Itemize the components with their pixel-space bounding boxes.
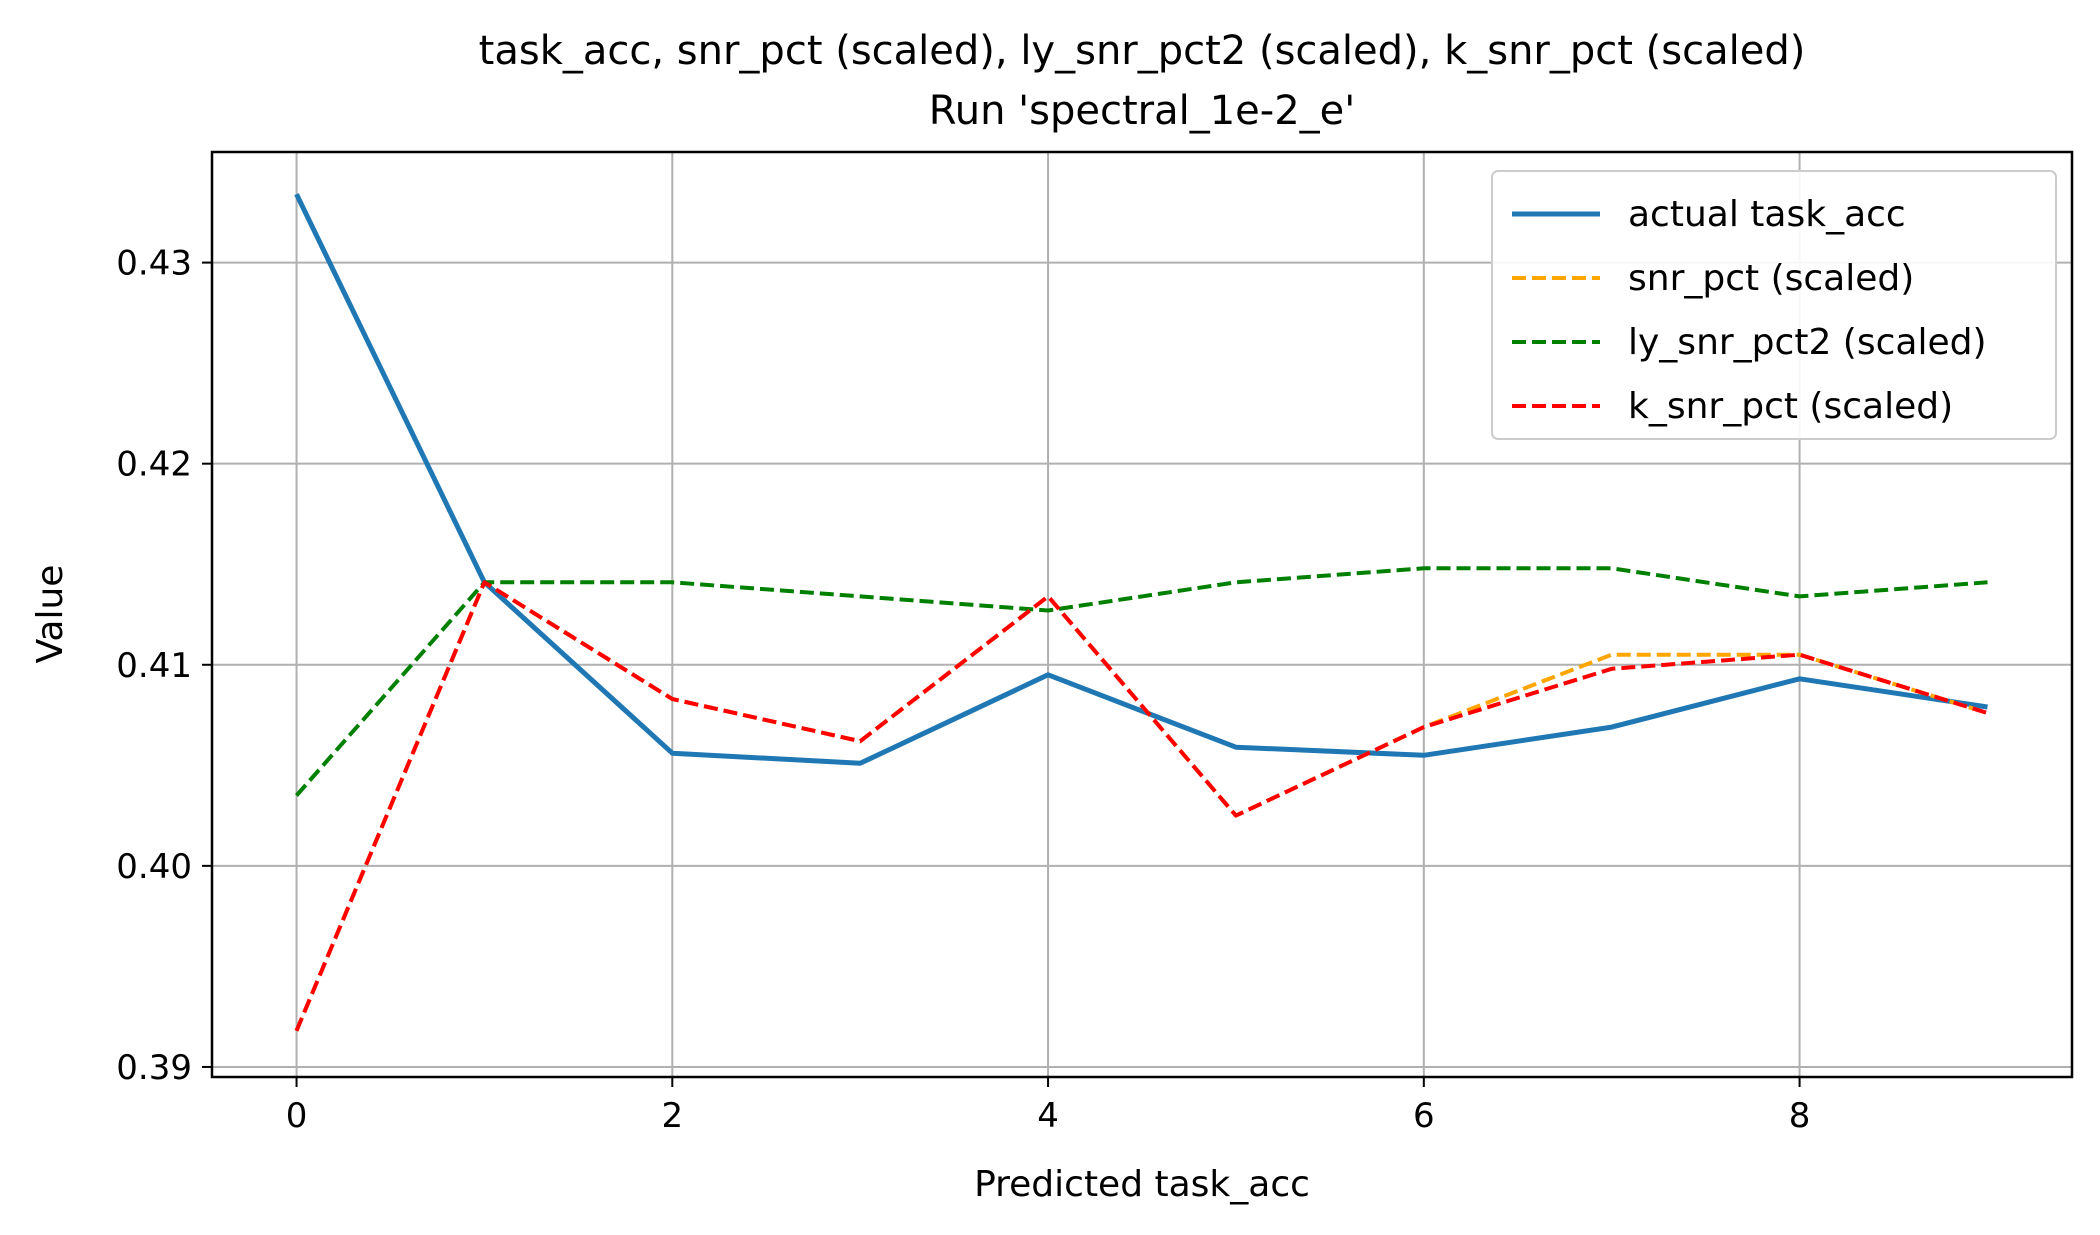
y-tick-label: 0.39 [116, 1048, 192, 1088]
chart-title: task_acc, snr_pct (scaled), ly_snr_pct2 … [479, 28, 1806, 74]
legend-label-3: k_snr_pct (scaled) [1628, 386, 1953, 427]
x-tick-label: 2 [661, 1096, 683, 1136]
y-tick-label: 0.42 [116, 445, 192, 485]
legend-label-2: ly_snr_pct2 (scaled) [1628, 322, 1987, 363]
x-tick-label: 8 [1789, 1096, 1811, 1136]
series-line-2 [294, 566, 1988, 797]
y-tick-label: 0.41 [116, 646, 192, 686]
legend: actual task_acc snr_pct (scaled) ly_snr_pc… [1491, 170, 2057, 440]
series-line-3 [294, 580, 1989, 1032]
x-tick-label: 4 [1037, 1096, 1059, 1136]
data-series [294, 193, 1989, 1032]
chart-subtitle: Run 'spectral_1e-2_e' [929, 88, 1356, 134]
y-axis-label: Value [30, 565, 71, 664]
legend-label-1: snr_pct (scaled) [1628, 258, 1914, 299]
legend-entries: actual task_acc snr_pct (scaled) ly_snr_pc… [1512, 194, 1987, 427]
x-axis-label: Predicted task_acc [974, 1164, 1310, 1205]
plot-area-frame [210, 150, 2074, 1079]
y-tick-label: 0.43 [116, 244, 192, 284]
axis-ticks: 0 2 4 6 8 0.39 0.40 0.41 0.42 0.43 [116, 244, 1810, 1136]
x-tick-label: 0 [286, 1096, 308, 1136]
legend-label-0: actual task_acc [1628, 194, 1906, 235]
y-tick-label: 0.40 [116, 847, 192, 887]
series-line-0 [294, 193, 1988, 766]
series-line-1 [294, 580, 1989, 1032]
x-tick-label: 6 [1413, 1096, 1435, 1136]
legend-box [1491, 170, 2057, 440]
